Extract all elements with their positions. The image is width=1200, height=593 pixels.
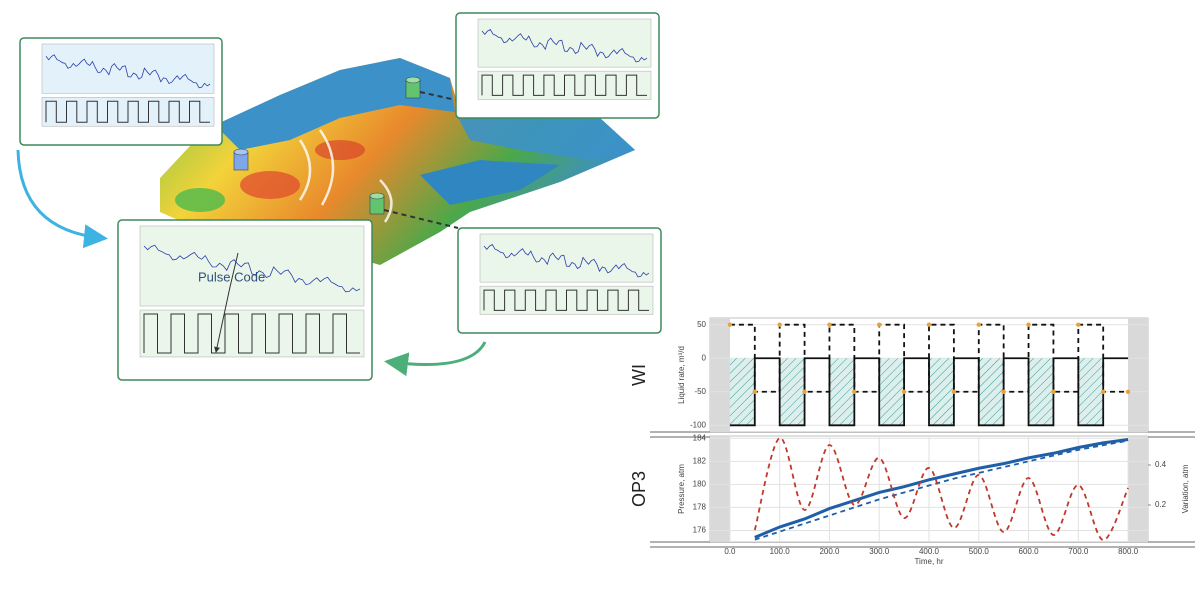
y-tick-label: -100 <box>690 420 707 429</box>
y-tick-label: -50 <box>694 387 706 396</box>
x-tick-label: 600.0 <box>1019 547 1040 556</box>
well <box>233 148 249 171</box>
series-line <box>754 437 1129 539</box>
y2-tick-label: 0.4 <box>1155 460 1167 469</box>
series-line <box>729 323 1129 393</box>
panel-label: WI <box>629 364 649 386</box>
y-tick-label: 176 <box>693 526 707 535</box>
shaded-band <box>710 318 730 432</box>
x-tick-label: 0.0 <box>724 547 736 556</box>
chart-panel: 176 178 180 182 184 0.2 0.4 0.0 100.0 200.0 300.0 4… <box>629 433 1190 566</box>
y-tick-label: 184 <box>693 433 707 442</box>
chart-panel: -100 -50 0 50 WI Liquid rate, m³/d <box>629 317 1149 433</box>
marker <box>976 322 981 327</box>
inset-plot <box>477 18 652 68</box>
inset-line <box>143 244 361 293</box>
marker <box>752 389 757 394</box>
marker <box>1026 322 1031 327</box>
y-tick-label: 180 <box>693 480 707 489</box>
y-axis-label: Pressure, atm <box>677 464 686 514</box>
hatched-area <box>978 358 1004 426</box>
inset-line <box>45 54 211 89</box>
well <box>369 192 385 215</box>
inset-plot <box>479 233 654 283</box>
x-tick-label: 100.0 <box>770 547 791 556</box>
hatched-area <box>879 358 905 426</box>
x-tick-label: 500.0 <box>969 547 990 556</box>
marker <box>1001 389 1006 394</box>
x-axis-label: Time, hr <box>914 557 943 566</box>
shaded-band <box>1128 436 1148 542</box>
y-tick-label: 0 <box>702 353 707 362</box>
x-tick-label: 400.0 <box>919 547 940 556</box>
marker <box>1076 322 1081 327</box>
inset-plot <box>139 225 365 307</box>
marker <box>951 389 957 394</box>
marker <box>852 389 857 394</box>
x-tick-label: 300.0 <box>869 547 890 556</box>
marker <box>827 322 832 327</box>
marker <box>901 389 907 394</box>
hatched-area <box>729 358 755 426</box>
charts: -100 -50 0 50 WI Liquid rate, m³/d 176 178 180 18… <box>629 317 1190 566</box>
y2-axis-label: Variation, atm <box>1181 464 1190 513</box>
hatched-area <box>929 358 954 426</box>
marker <box>777 322 782 327</box>
shaded-band <box>1128 318 1148 432</box>
inset-step <box>483 289 649 311</box>
y-tick-label: 178 <box>693 503 707 512</box>
marker <box>727 322 733 327</box>
inset-plot <box>41 43 215 94</box>
hatched-area <box>779 358 805 426</box>
inset-charts <box>19 12 662 381</box>
y-tick-label: 50 <box>697 320 706 329</box>
y-axis-label: Liquid rate, m³/d <box>677 346 686 404</box>
inset-line <box>481 28 648 63</box>
series-line <box>753 437 1129 541</box>
x-tick-label: 700.0 <box>1068 547 1089 556</box>
well <box>405 76 421 99</box>
marker <box>1051 389 1056 394</box>
hatched-area <box>829 358 855 426</box>
panel-label: OP3 <box>629 471 649 507</box>
inset-step <box>143 313 360 354</box>
y-tick-label: 182 <box>693 456 707 465</box>
inset-line <box>483 243 650 278</box>
hatched-area <box>1028 358 1054 426</box>
x-tick-label: 800.0 <box>1118 547 1139 556</box>
marker <box>877 322 882 327</box>
annotation-arrow <box>216 252 239 352</box>
inset-step <box>481 74 647 96</box>
x-tick-label: 200.0 <box>819 547 840 556</box>
hatched-area <box>1078 358 1104 426</box>
marker <box>926 322 932 327</box>
y2-tick-label: 0.2 <box>1155 500 1167 509</box>
series-line <box>754 439 1129 541</box>
inset-step <box>45 100 210 123</box>
marker <box>1101 389 1106 394</box>
marker <box>1125 389 1131 394</box>
marker <box>802 389 807 394</box>
annotation: Pulse Code <box>198 269 265 284</box>
shaded-band <box>710 436 730 542</box>
